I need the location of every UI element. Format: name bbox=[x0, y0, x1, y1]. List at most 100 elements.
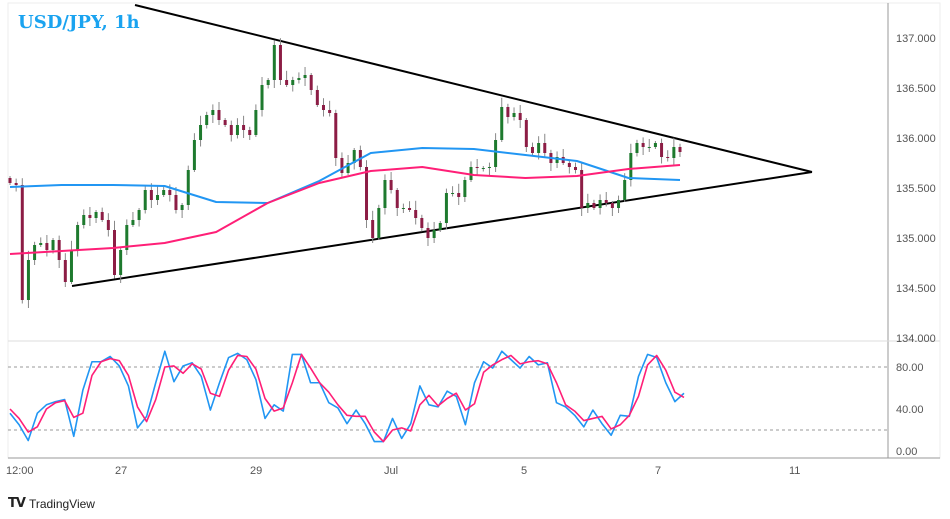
candle-body bbox=[297, 78, 301, 80]
stoch-axis-labels: 80.00 40.00 0.00 bbox=[896, 362, 924, 458]
candle-body bbox=[309, 75, 313, 90]
candle bbox=[223, 118, 227, 127]
brand-label: TradingView bbox=[28, 496, 95, 511]
candle bbox=[598, 194, 602, 215]
candle-body bbox=[100, 212, 104, 220]
candle-body bbox=[617, 200, 621, 208]
time-tick-label: 5 bbox=[521, 465, 527, 477]
candle-body bbox=[125, 225, 129, 250]
candle-body bbox=[586, 203, 590, 208]
candle bbox=[309, 73, 313, 95]
candle bbox=[94, 210, 98, 223]
candle-body bbox=[623, 180, 627, 200]
candle-body bbox=[420, 218, 424, 228]
candle bbox=[174, 187, 178, 214]
candle bbox=[426, 222, 430, 246]
candle bbox=[561, 149, 565, 165]
trendlines bbox=[71, 4, 813, 287]
candle-body bbox=[199, 125, 203, 140]
candle-body bbox=[395, 190, 399, 208]
candle bbox=[26, 250, 30, 308]
candle-body bbox=[463, 180, 467, 197]
candle bbox=[143, 185, 147, 214]
candle-body bbox=[260, 85, 264, 110]
candle bbox=[586, 193, 590, 213]
time-tick-label: 12:00 bbox=[6, 465, 34, 477]
candle bbox=[487, 162, 491, 176]
stoch-tick-label: 80.00 bbox=[896, 362, 924, 374]
candle bbox=[580, 163, 584, 216]
candle bbox=[567, 161, 571, 174]
candle bbox=[106, 213, 110, 237]
candle-body bbox=[57, 240, 61, 260]
candle-body bbox=[518, 113, 522, 120]
candle-body bbox=[143, 190, 147, 210]
candle-body bbox=[156, 195, 160, 200]
candle bbox=[8, 176, 12, 185]
candle-body bbox=[352, 150, 356, 163]
candle-body bbox=[235, 125, 239, 135]
candle-body bbox=[377, 208, 381, 238]
candle-body bbox=[469, 167, 473, 180]
candle bbox=[506, 103, 510, 124]
price-tick-label: 134.500 bbox=[896, 283, 936, 295]
candle-body bbox=[112, 230, 116, 275]
candle bbox=[131, 212, 135, 227]
candle-body bbox=[340, 158, 344, 173]
candle-body bbox=[88, 215, 92, 218]
candle bbox=[235, 118, 239, 139]
candle-body bbox=[426, 228, 430, 238]
candle-body bbox=[487, 167, 491, 168]
candle-body bbox=[45, 243, 49, 250]
candle bbox=[211, 104, 215, 123]
candle-body bbox=[555, 157, 559, 163]
candle-body bbox=[537, 143, 541, 153]
candle-body bbox=[567, 163, 571, 167]
candle bbox=[395, 188, 399, 216]
candle bbox=[592, 199, 596, 210]
candle-body bbox=[26, 260, 30, 300]
candle-body bbox=[14, 183, 18, 185]
candle bbox=[678, 143, 682, 157]
candle-body bbox=[574, 167, 578, 170]
candle-body bbox=[457, 193, 461, 197]
candle-body bbox=[63, 260, 67, 282]
candle bbox=[242, 115, 246, 138]
candle bbox=[63, 253, 67, 287]
candle bbox=[328, 100, 332, 117]
candle-body bbox=[592, 203, 596, 208]
candle-body bbox=[39, 243, 43, 245]
tradingview-logo[interactable]: TV TradingView bbox=[8, 496, 95, 511]
candle-body bbox=[69, 250, 73, 282]
candle bbox=[444, 188, 448, 230]
candle-body bbox=[174, 195, 178, 210]
candle bbox=[666, 150, 670, 162]
tradingview-logo-icon: TV bbox=[8, 496, 26, 511]
candle-body bbox=[438, 223, 442, 230]
candle-body bbox=[303, 75, 307, 78]
candle bbox=[321, 98, 325, 117]
candle bbox=[14, 178, 18, 192]
candle bbox=[574, 162, 578, 174]
candle bbox=[254, 104, 258, 137]
candle-body bbox=[506, 107, 510, 117]
candle bbox=[303, 67, 307, 86]
candle bbox=[88, 207, 92, 226]
candle bbox=[149, 183, 153, 208]
candle bbox=[334, 109, 338, 166]
candle bbox=[457, 183, 461, 205]
candle-body bbox=[401, 208, 405, 209]
fast-moving-average-line bbox=[9, 147, 681, 204]
candle-body bbox=[666, 157, 670, 158]
candle-body bbox=[444, 193, 448, 223]
candle-body bbox=[8, 178, 12, 183]
candle bbox=[617, 195, 621, 213]
candle bbox=[549, 149, 553, 171]
candle bbox=[205, 111, 209, 129]
candle bbox=[500, 97, 504, 142]
candle bbox=[365, 160, 369, 228]
candle-body bbox=[223, 120, 227, 125]
time-tick-label: 11 bbox=[789, 465, 800, 477]
moving-averages bbox=[9, 147, 681, 255]
